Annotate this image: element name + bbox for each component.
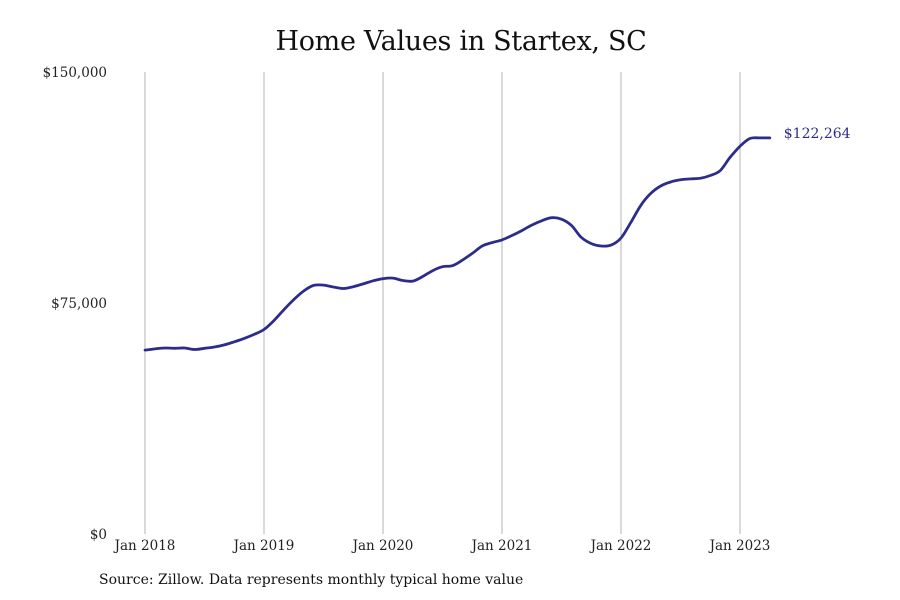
label-layer: $122,264 xyxy=(784,126,851,142)
chart-title: Home Values in Startex, SC xyxy=(275,26,647,57)
x-tick-label: Jan 2022 xyxy=(589,538,652,554)
x-tick-label: Jan 2018 xyxy=(113,538,176,554)
x-axis: Jan 2018 Jan 2019 Jan 2020 Jan 2021 Jan 2022… xyxy=(113,538,771,554)
y-axis: $0 $75,000 $150,000 xyxy=(43,65,107,543)
x-tick-label: Jan 2020 xyxy=(351,538,414,554)
y-tick-label: $150,000 xyxy=(43,65,107,81)
end-value-label: $122,264 xyxy=(784,126,851,142)
series-line xyxy=(143,136,772,352)
gridlines xyxy=(144,72,741,534)
x-tick-label: Jan 2019 xyxy=(232,538,295,554)
x-tick-label: Jan 2021 xyxy=(470,538,533,554)
y-tick-label: $75,000 xyxy=(51,296,107,312)
series-layer xyxy=(143,136,772,352)
source-note: Source: Zillow. Data represents monthly … xyxy=(99,572,524,588)
x-tick-label: Jan 2023 xyxy=(708,538,771,554)
y-tick-label: $0 xyxy=(90,527,107,543)
